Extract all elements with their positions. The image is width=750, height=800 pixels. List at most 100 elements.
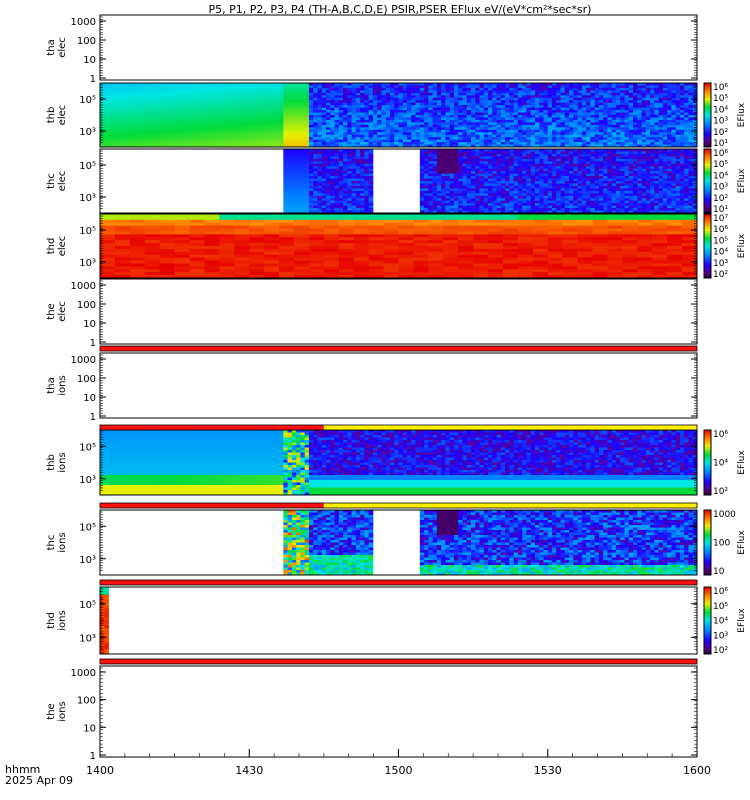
spectrogram-cell	[283, 193, 289, 197]
spectrogram-cell	[453, 117, 459, 121]
spectrogram-cell	[483, 168, 489, 172]
spectrogram-cell	[436, 119, 442, 123]
spectrogram-cell	[462, 168, 468, 172]
spectrogram-cell	[500, 171, 506, 175]
spectrogram-cell	[637, 112, 642, 116]
spectrogram-cell	[483, 134, 489, 138]
spectrogram-cell	[607, 95, 613, 99]
spectrogram-cell	[432, 134, 438, 138]
spectrogram-cell	[500, 156, 506, 160]
spectrogram-cell	[466, 200, 472, 204]
spectrogram-cell	[215, 115, 220, 118]
spectrogram-cell	[436, 198, 442, 202]
spectrogram-cell	[351, 208, 357, 211]
spectrogram-cell	[411, 119, 416, 123]
spectrogram-cell	[505, 190, 510, 194]
spectrogram-cell	[517, 124, 523, 128]
spectrogram-cell	[108, 142, 114, 145]
spectrogram-cell	[351, 153, 357, 157]
spectrogram-cell	[338, 117, 344, 121]
spectrogram-cell	[547, 142, 553, 145]
spectrogram-cell	[193, 97, 199, 101]
spectrogram-cell	[129, 119, 135, 123]
spectrogram-cell	[138, 129, 144, 133]
spectrogram-cell	[424, 115, 429, 118]
spectrogram-cell	[368, 203, 374, 207]
spectrogram-cell	[679, 100, 685, 104]
spectrogram-cell	[291, 105, 297, 109]
spectrogram-cell	[159, 102, 165, 106]
spectrogram-cell	[547, 132, 553, 136]
spectrogram-cell	[100, 139, 105, 143]
spectrogram-cell	[355, 139, 361, 143]
spectrogram-cell	[210, 90, 216, 94]
spectrogram-cell	[172, 122, 178, 126]
spectrogram-cell	[441, 205, 446, 209]
spectrogram-cell	[185, 117, 190, 121]
spectrogram-cell	[449, 85, 455, 89]
spectrogram-cell	[385, 85, 391, 89]
spectrogram-cell	[266, 112, 271, 116]
spectrogram-cell	[684, 102, 689, 106]
spectrogram-cell	[424, 188, 429, 192]
spectrogram-cell	[432, 129, 438, 133]
spectrogram-cell	[500, 92, 506, 96]
spectrogram-cell	[343, 153, 348, 157]
spectrogram-cell	[419, 185, 425, 189]
spectrogram-cell	[296, 102, 301, 106]
spectrogram-cell	[556, 119, 561, 123]
spectrogram-cell	[479, 127, 485, 131]
spectrogram-cell	[620, 87, 625, 91]
spectrogram-cell	[650, 112, 655, 116]
spectrogram-cell	[257, 100, 263, 104]
spectrogram-cell	[296, 115, 301, 118]
spectrogram-cell	[112, 105, 118, 109]
spectrogram-cell	[530, 119, 536, 123]
spectrogram-cell	[684, 100, 689, 104]
spectrogram-cell	[364, 107, 370, 111]
spectrogram-cell	[351, 205, 357, 209]
spectrogram-cell	[598, 95, 604, 99]
spectrogram-cell	[151, 105, 156, 109]
spectrogram-cell	[146, 115, 152, 118]
spectrogram-cell	[407, 124, 412, 128]
spectrogram-cell	[479, 139, 485, 143]
spectrogram-cell	[428, 190, 434, 194]
spectrogram-cell	[560, 122, 566, 126]
spectrogram-cell	[488, 112, 493, 116]
spectrogram-cell	[360, 195, 365, 199]
spectrogram-cell	[274, 92, 280, 96]
spectrogram-cell	[530, 95, 536, 99]
spectrogram-cell	[650, 87, 655, 91]
spectrogram-cell	[198, 92, 203, 96]
spectrogram-cell	[500, 158, 506, 162]
spectrogram-cell	[415, 119, 421, 123]
spectrogram-cell	[517, 183, 523, 187]
spectrogram-cell	[552, 87, 557, 91]
spectrogram-cell	[355, 102, 361, 106]
spectrogram-cell	[547, 102, 553, 106]
spectrogram-cell	[581, 83, 587, 86]
spectrogram-cell	[492, 173, 497, 177]
spectrogram-cell	[351, 107, 357, 111]
spectrogram-cell	[432, 112, 438, 116]
spectrogram-cell	[628, 129, 634, 133]
spectrogram-cell	[466, 168, 472, 172]
colorbar-tick-label: 10⁶	[713, 83, 728, 93]
spectrogram-cell	[564, 137, 570, 141]
spectrogram-cell	[641, 124, 647, 128]
spectrogram-cell	[287, 166, 293, 170]
spectrogram-cell	[296, 134, 301, 138]
spectrogram-cell	[432, 151, 438, 155]
spectrogram-cell	[496, 149, 502, 152]
spectrogram-cell	[671, 137, 677, 141]
spectrogram-cell	[488, 132, 493, 136]
spectrogram-cell	[334, 208, 340, 211]
spectrogram-cell	[313, 203, 318, 207]
spectrogram-cell	[688, 142, 694, 145]
spectrogram-cell	[308, 107, 314, 111]
spectrogram-cell	[308, 149, 314, 152]
spectrogram-cell	[326, 163, 331, 167]
spectrogram-cell	[296, 92, 301, 96]
spectrogram-cell	[347, 171, 352, 175]
